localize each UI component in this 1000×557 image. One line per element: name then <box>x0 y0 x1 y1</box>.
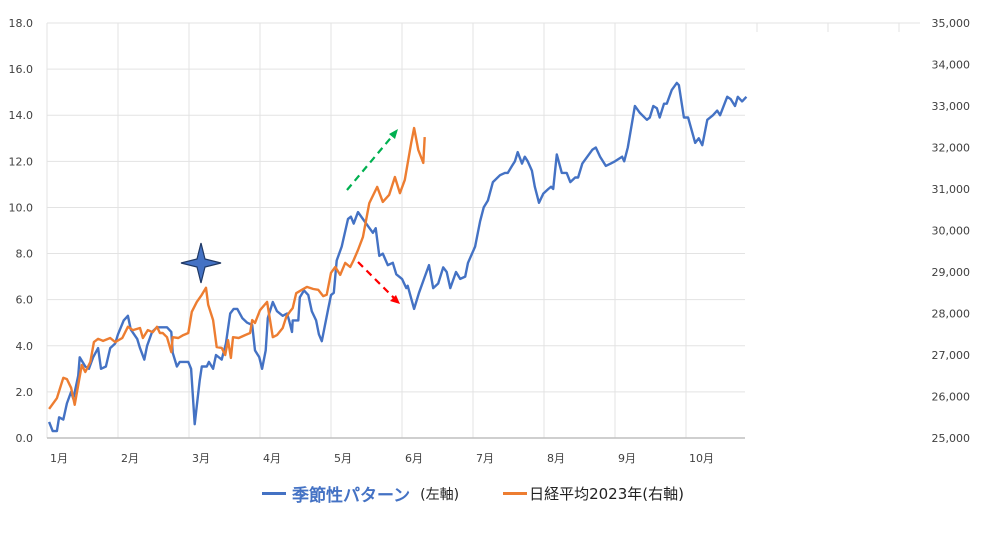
right-tick-label: 25,000 <box>932 432 971 445</box>
right-tick-label: 32,000 <box>932 142 971 155</box>
gridlines <box>46 22 920 439</box>
x-tick-label: 5月 <box>334 452 352 465</box>
left-tick-label: 18.0 <box>9 17 34 30</box>
x-tick-label: 7月 <box>476 452 494 465</box>
left-tick-label: 10.0 <box>9 201 34 214</box>
x-tick-label: 2月 <box>121 452 139 465</box>
legend-label-seasonal: 季節性パターン <box>292 486 411 506</box>
legend-swatch-nikkei <box>503 492 528 495</box>
x-tick-label: 1月 <box>50 452 68 465</box>
left-tick-label: 2.0 <box>16 386 34 399</box>
right-tick-label: 27,000 <box>932 349 971 362</box>
annotations <box>180 129 400 304</box>
right-tick-label: 35,000 <box>932 17 971 30</box>
nikkei-2023-line <box>48 126 426 410</box>
green-dashed-arrow <box>346 133 395 191</box>
green-arrowhead-icon <box>389 129 398 139</box>
left-tick-label: 6.0 <box>16 294 34 307</box>
left-tick-label: 4.0 <box>16 340 34 353</box>
legend-axis-note-seasonal: (左軸) <box>420 486 460 503</box>
right-tick-label: 31,000 <box>932 183 971 196</box>
x-tick-label: 4月 <box>263 452 281 465</box>
x-tick-label: 9月 <box>618 452 636 465</box>
series-lines <box>47 81 748 433</box>
right-tick-label: 33,000 <box>932 100 971 113</box>
x-tick-label: 8月 <box>547 452 565 465</box>
right-tick-label: 29,000 <box>932 266 971 279</box>
red-dashed-arrow <box>357 261 396 300</box>
left-tick-label: 8.0 <box>16 248 34 261</box>
left-tick-label: 12.0 <box>9 155 34 168</box>
x-tick-label: 6月 <box>405 452 423 465</box>
seasonal-pattern-line <box>47 81 748 433</box>
right-axis-ticks: 25,000 26,000 27,000 28,000 29,000 30,000 31,0… <box>932 17 971 445</box>
right-tick-label: 30,000 <box>932 225 971 238</box>
legend-label-nikkei: 日経平均2023年(右軸) <box>529 485 684 503</box>
left-tick-label: 16.0 <box>9 63 34 76</box>
x-tick-label: 3月 <box>192 452 210 465</box>
star-icon <box>180 242 222 284</box>
x-tick-label: 10月 <box>689 452 714 465</box>
red-arrowhead-icon <box>390 295 400 304</box>
legend: 季節性パターン (左軸) 日経平均2023年(右軸) <box>262 481 684 506</box>
left-axis-ticks: 0.0 2.0 4.0 6.0 8.0 10.0 12.0 14.0 16.0 18.0 <box>9 17 34 445</box>
right-tick-label: 26,000 <box>932 391 971 404</box>
left-tick-label: 0.0 <box>16 432 34 445</box>
x-axis-ticks: 1月 2月 3月 4月 5月 6月 7月 8月 9月 10月 <box>50 452 714 465</box>
legend-swatch-seasonal <box>262 492 286 495</box>
right-tick-label: 28,000 <box>932 308 971 321</box>
left-tick-label: 14.0 <box>9 109 34 122</box>
right-tick-label: 34,000 <box>932 59 971 72</box>
